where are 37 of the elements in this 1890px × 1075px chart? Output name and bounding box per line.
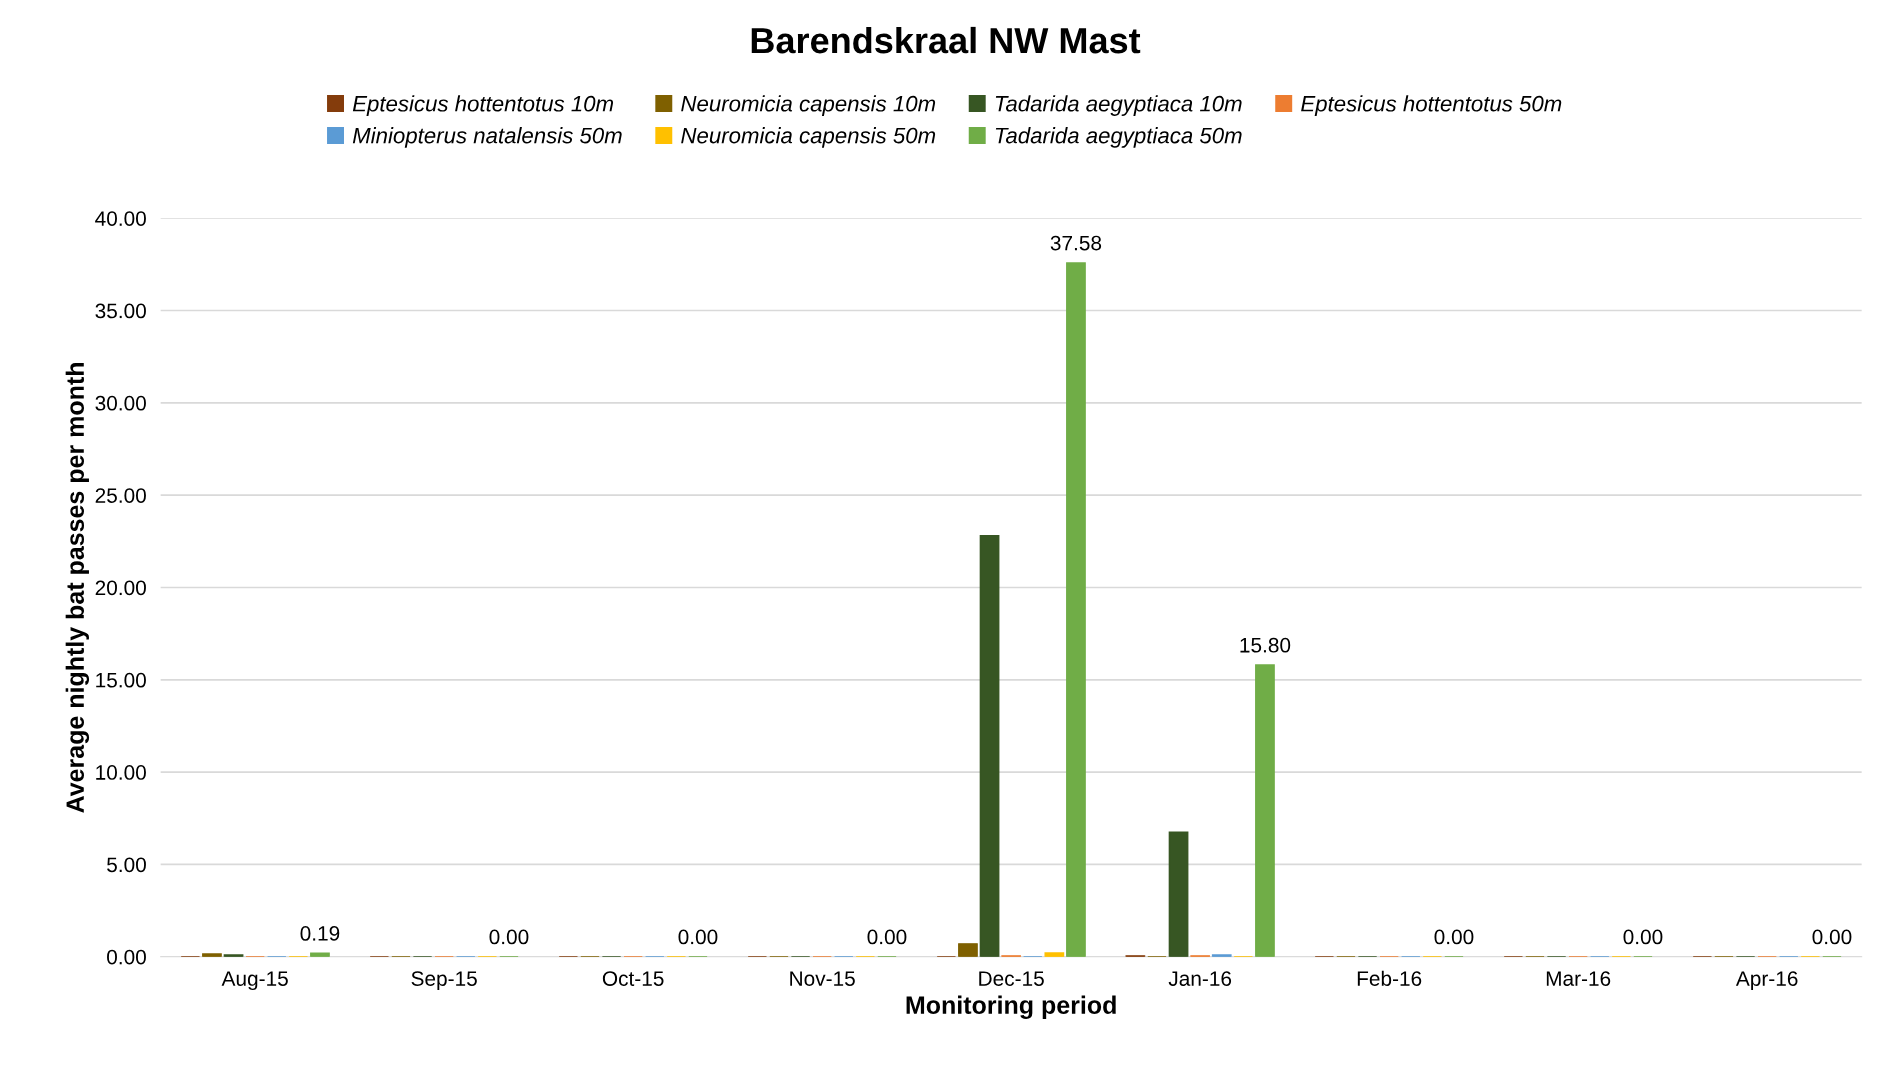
y-tick-label: 40.00	[95, 211, 146, 226]
data-label: 0.00	[678, 929, 718, 945]
data-label: 37.58	[1050, 235, 1102, 251]
data-label: 0.00	[489, 929, 529, 945]
y-tick-label: 25.00	[95, 488, 146, 503]
x-tick-label: Feb-16	[1357, 970, 1422, 986]
y-tick-label: 5.00	[107, 857, 146, 873]
data-label: 0.19	[300, 926, 340, 941]
data-label: 0.00	[1434, 929, 1474, 945]
legend-label: Tadarida aegyptiaca 10m	[995, 95, 1242, 116]
x-tick-label: Apr-16	[1735, 971, 1798, 991]
legend-label: Eptesicus hottentotus 10m	[352, 95, 614, 116]
y-tick-label: 15.00	[96, 672, 146, 688]
data-label: 15.80	[1240, 637, 1291, 653]
y-axis-title: Average nightly bat passes per month	[65, 363, 90, 813]
y-tick-label: 10.00	[96, 765, 146, 780]
data-label: 0.00	[1623, 929, 1663, 945]
legend-label: Tadarida aegyptiaca 50m	[995, 127, 1242, 148]
legend-label: Neuromicia capensis 10m	[681, 95, 936, 116]
data-label: 0.00	[1812, 929, 1852, 945]
chart-title: Barendskraal NW Mast	[751, 26, 1141, 54]
legend-label: Miniopterus natalensis 50m	[352, 127, 622, 148]
legend-label: Neuromicia capensis 50m	[681, 127, 936, 148]
x-tick-label: Mar-16	[1546, 971, 1611, 986]
x-tick-label: Oct-15	[602, 971, 664, 986]
x-tick-label: Sep-15	[411, 971, 477, 991]
x-tick-label: Nov-15	[790, 971, 855, 986]
y-tick-label: 20.00	[95, 580, 146, 596]
x-tick-label: Jan-16	[1168, 971, 1232, 986]
x-axis-title: Monitoring period	[906, 995, 1116, 1020]
y-tick-label: 35.00	[95, 303, 146, 319]
x-tick-label: Dec-15	[979, 971, 1044, 986]
y-tick-label: 30.00	[95, 395, 146, 411]
y-tick-label: 0.00	[107, 949, 146, 965]
data-label: 0.00	[867, 929, 907, 945]
legend-label: Eptesicus hottentotus 50m	[1301, 95, 1562, 116]
x-tick-label: Aug-15	[221, 971, 288, 991]
